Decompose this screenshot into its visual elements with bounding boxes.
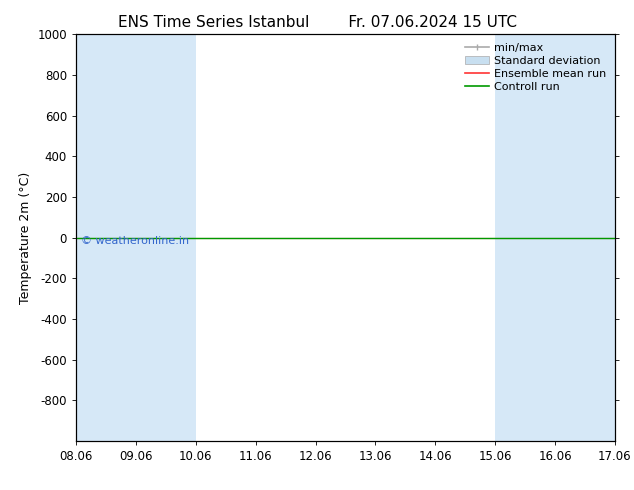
Bar xyxy=(76,34,136,441)
Bar xyxy=(555,34,615,441)
Text: ENS Time Series Istanbul        Fr. 07.06.2024 15 UTC: ENS Time Series Istanbul Fr. 07.06.2024 … xyxy=(117,15,517,30)
Bar xyxy=(136,34,196,441)
Text: © weatheronline.in: © weatheronline.in xyxy=(81,236,190,245)
Y-axis label: Temperature 2m (°C): Temperature 2m (°C) xyxy=(19,172,32,304)
Legend: min/max, Standard deviation, Ensemble mean run, Controll run: min/max, Standard deviation, Ensemble me… xyxy=(462,40,609,95)
Bar xyxy=(495,34,555,441)
